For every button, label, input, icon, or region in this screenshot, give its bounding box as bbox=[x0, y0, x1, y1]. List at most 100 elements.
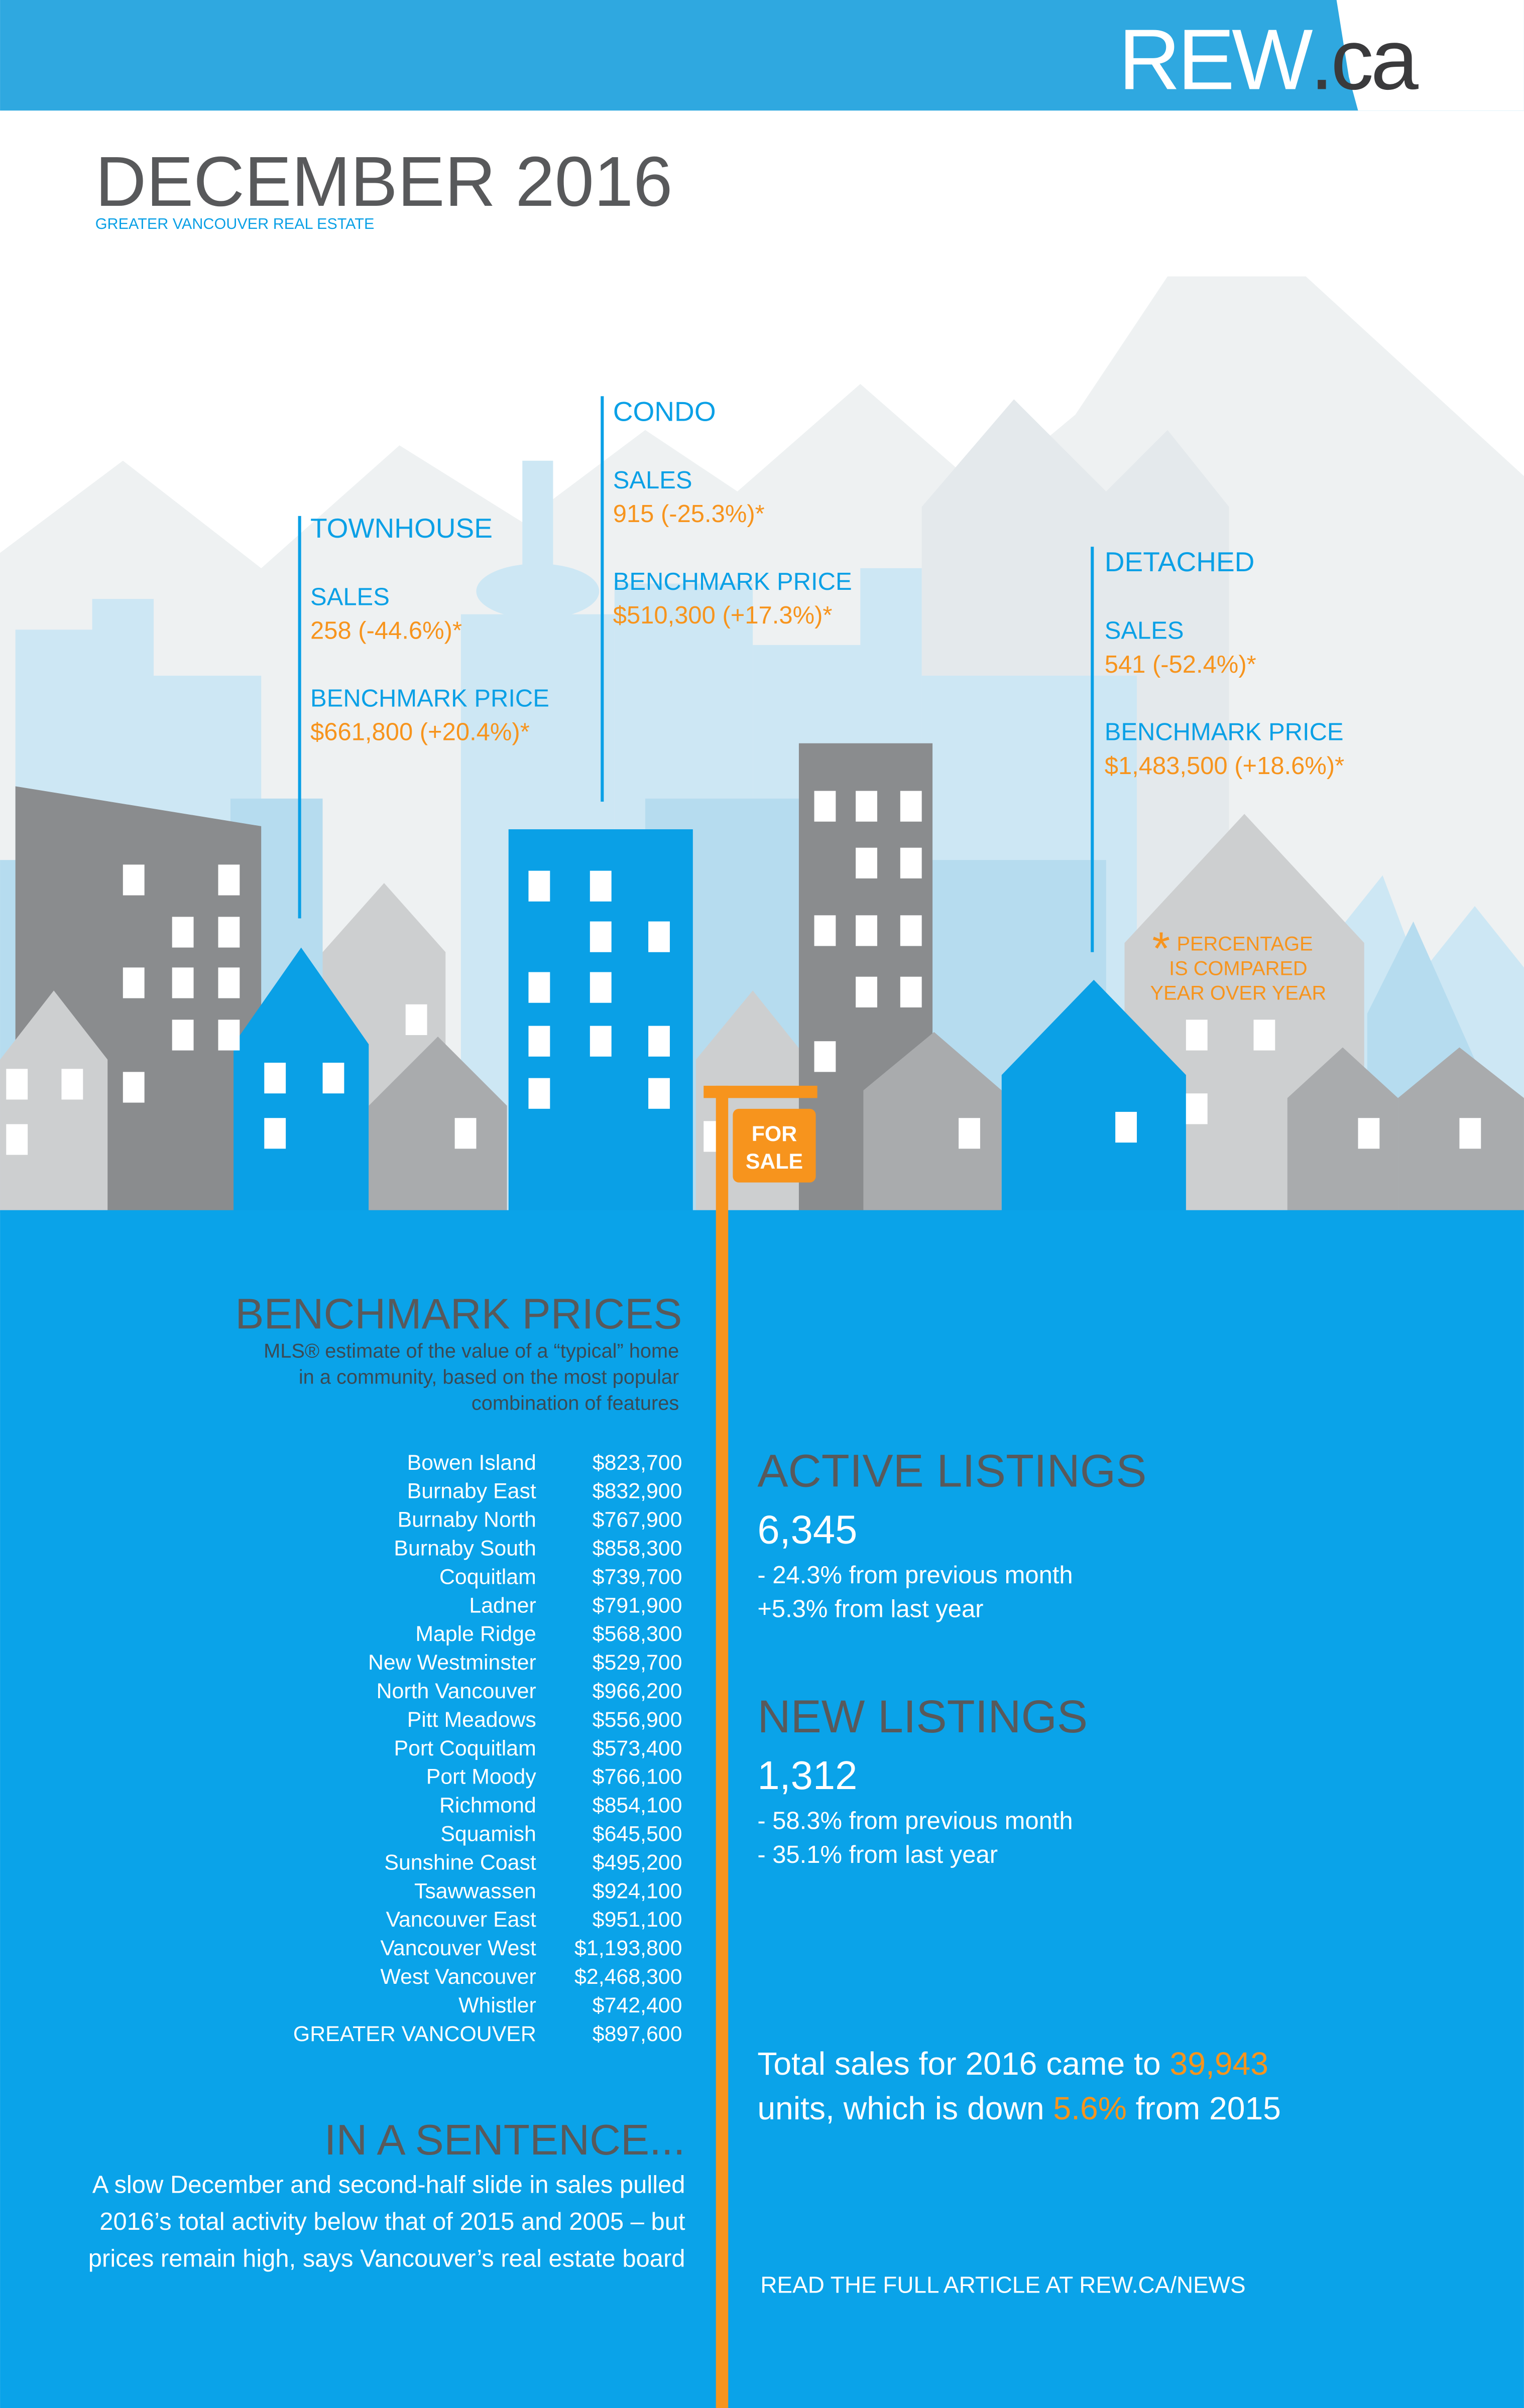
row-price: $568,300 bbox=[593, 1622, 682, 1646]
row-price: $766,100 bbox=[593, 1765, 682, 1789]
window bbox=[590, 1026, 612, 1057]
row-price: $1,193,800 bbox=[574, 1936, 682, 1960]
total-line: units, which is down 5.6% from 2015 bbox=[757, 2090, 1281, 2126]
window bbox=[856, 915, 877, 946]
row-name: GREATER VANCOUVER bbox=[293, 2022, 536, 2046]
window bbox=[6, 1069, 28, 1100]
sign-arm bbox=[704, 1085, 817, 1098]
window bbox=[814, 915, 836, 946]
bottom-band bbox=[0, 1210, 1524, 2408]
window bbox=[123, 864, 145, 896]
row-name: Sunshine Coast bbox=[384, 1850, 536, 1874]
total-part: 39,943 bbox=[1170, 2046, 1268, 2082]
note-line: PERCENTAGE bbox=[1177, 933, 1313, 955]
row-price: $573,400 bbox=[593, 1736, 682, 1760]
row-price: $739,700 bbox=[593, 1565, 682, 1589]
sales-label: SALES bbox=[613, 467, 692, 494]
listing-title: NEW LISTINGS bbox=[757, 1691, 1088, 1742]
window bbox=[900, 976, 922, 1007]
window bbox=[264, 1063, 286, 1094]
window bbox=[218, 1020, 240, 1051]
row-name: Port Moody bbox=[426, 1765, 537, 1789]
description: MLS® estimate of the value of a “typical… bbox=[264, 1340, 679, 1362]
description: combination of features bbox=[472, 1392, 679, 1414]
row-price: $823,700 bbox=[593, 1451, 682, 1475]
window bbox=[1186, 1020, 1208, 1051]
logo-rew: REW bbox=[1118, 12, 1313, 107]
sentence-line: prices remain high, says Vancouver’s rea… bbox=[88, 2245, 685, 2272]
listing-title: ACTIVE LISTINGS bbox=[757, 1445, 1146, 1496]
window bbox=[123, 1072, 145, 1103]
price-value: $661,800 (+20.4%)* bbox=[310, 719, 530, 746]
house bbox=[1287, 1047, 1398, 1213]
row-name: Burnaby East bbox=[407, 1479, 536, 1503]
row-price: $529,700 bbox=[593, 1651, 682, 1675]
listing-change: - 35.1% from last year bbox=[757, 1841, 998, 1868]
listing-change: +5.3% from last year bbox=[757, 1595, 983, 1622]
price-value: $1,483,500 (+18.6%)* bbox=[1105, 752, 1345, 780]
window bbox=[856, 976, 877, 1007]
row-price: $924,100 bbox=[593, 1879, 682, 1903]
house bbox=[863, 1032, 1002, 1213]
window bbox=[590, 972, 612, 1003]
row-price: $832,900 bbox=[593, 1479, 682, 1503]
window bbox=[1459, 1118, 1481, 1149]
row-price: $791,900 bbox=[593, 1593, 682, 1617]
sales-value: 541 (-52.4%)* bbox=[1105, 651, 1256, 678]
window bbox=[6, 1124, 28, 1155]
row-name: Tsawwassen bbox=[414, 1879, 536, 1903]
note-line: IS COMPARED bbox=[1169, 958, 1307, 980]
window bbox=[590, 870, 612, 902]
sentence-line: 2016’s total activity below that of 2015… bbox=[99, 2208, 685, 2235]
window bbox=[856, 847, 877, 878]
row-price: $854,100 bbox=[593, 1794, 682, 1818]
subtitle: GREATER VANCOUVER REAL ESTATE bbox=[95, 215, 375, 232]
footer: READ THE FULL ARTICLE AT REW.CA/NEWS bbox=[760, 2272, 1245, 2298]
window bbox=[1358, 1118, 1380, 1149]
window bbox=[172, 967, 194, 998]
window bbox=[900, 791, 922, 822]
segment-label: CONDO bbox=[613, 396, 716, 427]
row-name: Burnaby South bbox=[394, 1536, 536, 1560]
window bbox=[1115, 1111, 1137, 1143]
listing-change: - 24.3% from previous month bbox=[757, 1562, 1073, 1589]
header-bar bbox=[0, 0, 1524, 111]
window bbox=[123, 967, 145, 998]
house bbox=[1001, 979, 1186, 1213]
window bbox=[528, 1078, 550, 1109]
total-part: from 2015 bbox=[1127, 2090, 1281, 2126]
segment-label: TOWNHOUSE bbox=[310, 513, 493, 544]
window bbox=[856, 791, 877, 822]
row-name: Port Coquitlam bbox=[394, 1736, 536, 1760]
total-part: 5.6% bbox=[1053, 2090, 1126, 2126]
window bbox=[218, 917, 240, 948]
window bbox=[814, 791, 836, 822]
sales-label: SALES bbox=[1105, 617, 1184, 645]
row-price: $495,200 bbox=[593, 1850, 682, 1874]
window bbox=[61, 1069, 83, 1100]
row-price: $742,400 bbox=[593, 1993, 682, 2017]
sentence-line: A slow December and second-half slide in… bbox=[92, 2172, 685, 2199]
total-part: Total sales for 2016 came to bbox=[757, 2046, 1169, 2082]
window bbox=[959, 1118, 980, 1149]
listing-value: 6,345 bbox=[757, 1507, 857, 1552]
window bbox=[172, 1020, 194, 1051]
title: DECEMBER 2016 bbox=[95, 142, 673, 221]
window bbox=[218, 864, 240, 896]
window bbox=[590, 921, 612, 952]
price-value: $510,300 (+17.3%)* bbox=[613, 602, 833, 629]
sales-value: 915 (-25.3%)* bbox=[613, 500, 765, 528]
row-price: $966,200 bbox=[593, 1679, 682, 1703]
logo-ca: .ca bbox=[1310, 12, 1419, 107]
window bbox=[528, 870, 550, 902]
price-label: BENCHMARK PRICE bbox=[613, 568, 852, 595]
total-line: Total sales for 2016 came to 39,943 bbox=[757, 2046, 1268, 2082]
row-name: Maple Ridge bbox=[415, 1622, 536, 1646]
window bbox=[264, 1118, 286, 1149]
sign-text: FOR bbox=[752, 1122, 797, 1146]
row-price: $951,100 bbox=[593, 1908, 682, 1932]
row-price: $858,300 bbox=[593, 1536, 682, 1560]
row-price: $645,500 bbox=[593, 1822, 682, 1846]
row-name: West Vancouver bbox=[381, 1965, 536, 1989]
